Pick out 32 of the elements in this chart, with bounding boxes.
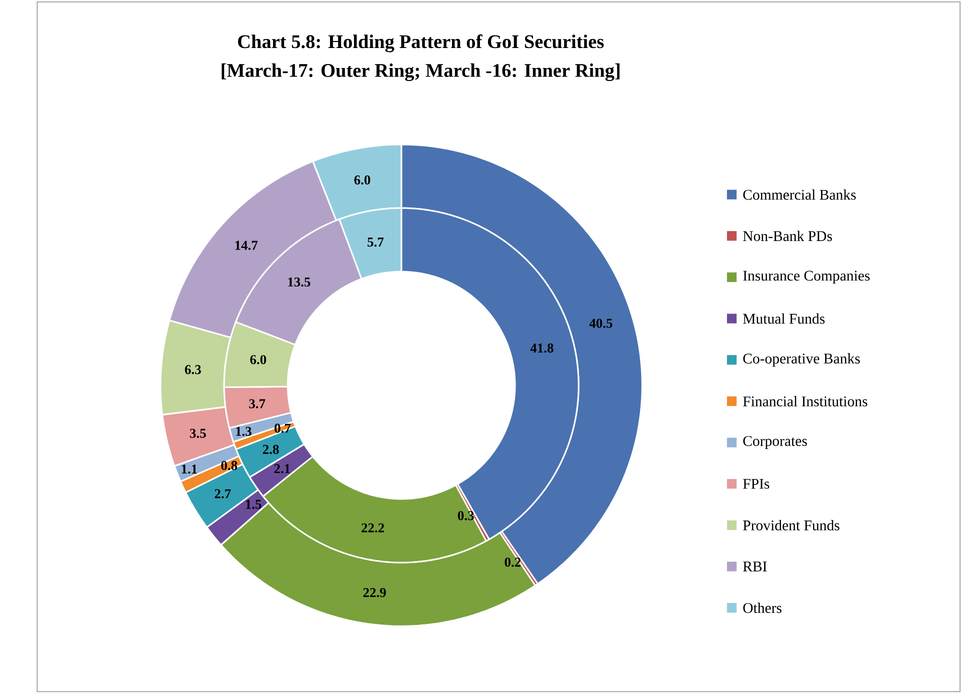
data-label: 3.5 [190,429,206,438]
data-label: 3.7 [249,399,266,409]
legend-label: Financial Institutions [743,396,868,407]
data-label: 6.3 [184,365,201,374]
data-label: 2.8 [262,445,279,454]
data-label: 5.7 [368,238,384,247]
legend-label: Corporates [743,436,807,450]
data-label: 2.7 [214,489,231,499]
data-label: 2.1 [274,464,290,474]
legend-label: Insurance Companies [743,270,870,284]
legend-label: Provident Funds [743,520,840,531]
data-label: 40.5 [589,318,612,328]
data-label: 14.7 [235,241,258,250]
data-label: 1.5 [246,500,262,510]
legend-label: Others [743,602,782,614]
data-label: 0.8 [221,461,238,470]
legend-label: FPIs [743,479,770,489]
data-label: 22.9 [363,588,386,598]
data-label: 22.2 [362,524,384,533]
legend-label: Co-operative Banks [743,353,860,367]
chart-title: Chart 5.8: Holding Pattern of GoI Securities [238,34,604,52]
legend-label: Non-Bank PDs [743,230,832,242]
legend-label: RBI [743,562,767,572]
legend-label: Mutual Funds [743,314,825,324]
chart-subtitle: [March-17: Outer Ring; March -16: Inner Ring] [222,64,620,82]
data-label: 6.0 [250,355,266,364]
data-label: 1.1 [182,464,197,474]
legend-label: Commercial Banks [743,190,856,200]
data-label: 13.5 [288,278,310,287]
data-label: 6.0 [354,176,370,185]
data-label: 1.3 [236,427,252,436]
data-label: 41.8 [530,344,554,353]
